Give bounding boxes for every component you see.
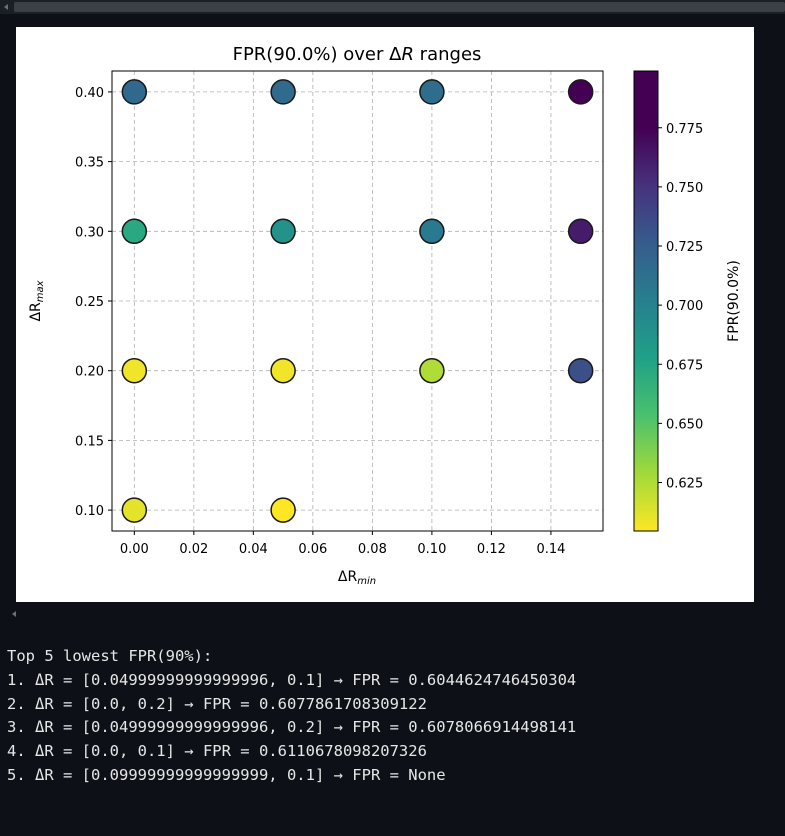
console-output: Top 5 lowest FPR(90%): 1. ΔR = [0.0499999… (7, 645, 782, 788)
output-line: 3. ΔR = [0.04999999999999996, 0.2] → FPR… (7, 718, 577, 737)
top-scrollbar[interactable] (0, 0, 785, 14)
output-line: 4. ΔR = [0.0, 0.1] → FPR = 0.61106780982… (7, 742, 427, 761)
scatter-point (567, 218, 594, 245)
x-tick-label: 0.12 (477, 542, 506, 557)
colorbar-tick-label: 0.725 (666, 240, 703, 255)
colorbar-tick-label: 0.700 (666, 299, 703, 314)
output-line: 5. ΔR = [0.09999999999999999, 0.1] → FPR… (7, 765, 446, 784)
y-tick-label: 0.35 (75, 156, 104, 171)
scroll-left-arrow-icon[interactable] (12, 611, 16, 617)
y-tick-label: 0.30 (75, 225, 104, 240)
y-tick-label: 0.25 (75, 295, 104, 310)
y-tick-label: 0.40 (75, 86, 104, 101)
y-axis-label: ΔRmax (28, 280, 46, 321)
scatter-point (270, 79, 296, 105)
scatter-point (270, 357, 296, 384)
output-line: Top 5 lowest FPR(90%): (7, 647, 213, 665)
scroll-left-arrow-icon[interactable] (4, 4, 8, 10)
scatter-point (121, 79, 148, 105)
x-tick-label: 0.02 (179, 542, 208, 557)
y-tick-label: 0.15 (75, 434, 104, 449)
colorbar-tick-label: 0.750 (666, 181, 703, 196)
x-tick-label: 0.00 (120, 542, 149, 557)
colorbar-tick-label: 0.650 (666, 417, 703, 432)
x-tick-label: 0.06 (298, 542, 327, 557)
colorbar-tick-label: 0.675 (666, 358, 703, 373)
colorbar-tick-label: 0.775 (666, 122, 703, 137)
scatter-chart: 0.00 0.02 0.04 0.06 0.08 0.10 0.12 0.14 0.10 0.15… (28, 44, 742, 587)
x-tick-label: 0.08 (358, 542, 387, 557)
scatter-point (567, 79, 594, 105)
x-tick-label: 0.10 (417, 542, 446, 557)
output-line: 2. ΔR = [0.0, 0.2] → FPR = 0.60778617083… (7, 694, 427, 713)
scatter-point (270, 218, 296, 245)
scatter-point (419, 79, 445, 105)
chart-title: FPR(90.0%) over ΔR ranges (233, 44, 482, 65)
colorbar-tick-label: 0.625 (666, 477, 703, 492)
colorbar (633, 70, 659, 532)
scatter-point (270, 497, 296, 523)
x-tick-label: 0.14 (536, 542, 565, 557)
y-tick-label: 0.10 (75, 504, 104, 519)
x-axis-label: ΔRmin (338, 569, 376, 587)
scatter-point (121, 218, 148, 245)
chart-figure: 0.00 0.02 0.04 0.06 0.08 0.10 0.12 0.14 0.10 0.15… (16, 27, 754, 602)
scatter-point (567, 357, 594, 384)
colorbar-label: FPR(90.0%) (726, 260, 742, 342)
scatter-point (419, 218, 445, 245)
y-tick-label: 0.20 (75, 365, 104, 380)
x-tick-label: 0.04 (239, 542, 268, 557)
scatter-point (419, 357, 445, 384)
scatter-point (121, 357, 148, 384)
scatter-point (121, 497, 148, 523)
scrollbar-thumb[interactable] (14, 2, 785, 12)
output-line: 1. ΔR = [0.04999999999999996, 0.1] → FPR… (7, 670, 577, 689)
